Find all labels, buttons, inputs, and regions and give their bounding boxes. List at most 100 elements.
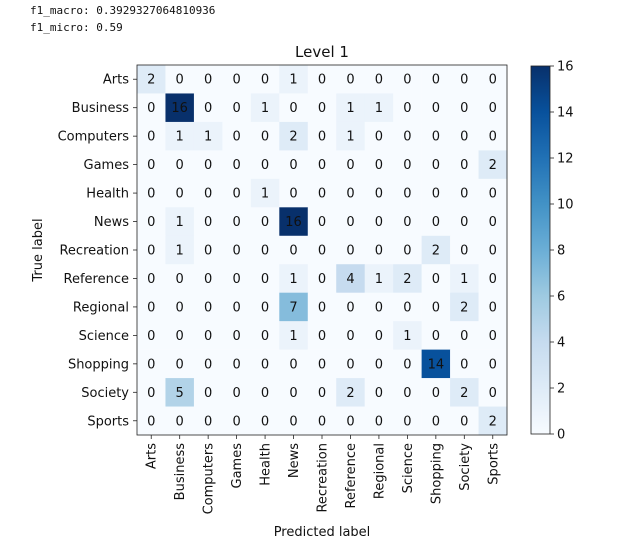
heatmap-cell — [193, 235, 223, 265]
cell-value-label: 1 — [289, 73, 297, 88]
cell-value-label: 0 — [375, 244, 383, 259]
heatmap-cell — [421, 207, 451, 237]
cell-value-label: 0 — [147, 130, 155, 145]
cell-value-label: 0 — [460, 414, 468, 429]
heatmap-cell — [478, 121, 508, 151]
cell-value-label: 0 — [204, 73, 212, 88]
cell-value-label: 0 — [403, 73, 411, 88]
cell-value-label: 1 — [176, 215, 184, 230]
heatmap-cell — [307, 292, 337, 322]
cell-value-label: 0 — [489, 215, 497, 230]
heatmap-cell — [279, 264, 309, 293]
cell-value-label: 0 — [261, 414, 269, 429]
heatmap-cell — [165, 150, 195, 180]
cell-value-label: 0 — [460, 130, 468, 145]
heatmap-cell — [137, 406, 166, 436]
cell-value-label: 0 — [147, 414, 155, 429]
heatmap-cell — [478, 150, 508, 180]
heatmap-cell — [193, 150, 223, 180]
heatmap-cell — [364, 150, 394, 180]
cell-value-label: 0 — [375, 357, 383, 372]
y-axis: Arts Business Computers Games Health News Recr… — [58, 73, 137, 429]
cell-value-label: 0 — [318, 272, 326, 287]
heatmap-cell — [421, 378, 451, 407]
heatmap-cell — [193, 378, 223, 407]
cell-value-label: 0 — [489, 187, 497, 202]
cell-value-label: 0 — [261, 215, 269, 230]
heatmap-cell — [393, 178, 422, 208]
cell-value-label: 0 — [489, 73, 497, 88]
cell-value-label: 0 — [289, 414, 297, 429]
cell-value-label: 1 — [261, 187, 269, 202]
cell-value-label: 0 — [147, 300, 155, 315]
cell-value-label: 0 — [489, 329, 497, 344]
heatmap-cell — [364, 93, 394, 123]
heatmap-cell — [279, 178, 309, 208]
y-tick-label: Arts — [103, 73, 129, 88]
cell-value-label: 0 — [460, 357, 468, 372]
cell-value-label: 0 — [375, 158, 383, 173]
heatmap-cell — [336, 292, 365, 322]
heatmap-cell — [222, 321, 252, 350]
heatmap-cell — [307, 406, 337, 436]
heatmap-cell — [250, 292, 280, 322]
cell-value-label: 0 — [432, 187, 440, 202]
heatmap-cell — [137, 65, 166, 94]
heatmap-cell — [393, 121, 422, 151]
colorbar-tick-label: 8 — [557, 244, 565, 259]
heatmap-cell — [364, 178, 394, 208]
heatmap-cell — [393, 207, 422, 237]
heatmap-cell — [421, 93, 451, 123]
heatmap-cell — [307, 321, 337, 350]
heatmap-cell — [222, 292, 252, 322]
cell-value-label: 0 — [375, 73, 383, 88]
heatmap-cell — [137, 235, 166, 265]
heatmap-cell — [165, 178, 195, 208]
heatmap-cell — [450, 349, 479, 379]
heatmap-cell — [222, 349, 252, 379]
heatmap-cell — [450, 235, 479, 265]
heatmap-cell — [421, 121, 451, 151]
cell-value-label: 0 — [489, 244, 497, 259]
cell-value-label: 0 — [147, 386, 155, 401]
cell-value-label: 0 — [403, 187, 411, 202]
cell-value-label: 0 — [432, 386, 440, 401]
cell-value-label: 0 — [460, 244, 468, 259]
heatmap-cell — [478, 378, 508, 407]
heatmap-cell — [222, 150, 252, 180]
heatmap-cell — [279, 292, 309, 322]
heatmap-cell — [450, 93, 479, 123]
y-tick-label: Science — [79, 329, 129, 344]
y-tick-label: Computers — [58, 130, 130, 145]
heatmap-cell — [165, 121, 195, 151]
heatmap-cell — [450, 178, 479, 208]
cell-value-label: 0 — [346, 73, 354, 88]
heatmap-cell — [336, 178, 365, 208]
heatmap-cell — [250, 65, 280, 94]
colorbar: 0 2 4 6 8 10 12 14 16 — [530, 60, 574, 443]
cell-value-label: 0 — [176, 73, 184, 88]
heatmap-cell — [193, 406, 223, 436]
cell-value-label: 2 — [460, 300, 468, 315]
cell-value-label: 0 — [232, 101, 240, 116]
x-tick-label: Health — [259, 443, 274, 486]
heatmap-cell — [393, 150, 422, 180]
heatmap-cell — [364, 65, 394, 94]
heatmap-cell — [250, 150, 280, 180]
cell-value-label: 5 — [176, 386, 184, 401]
heatmap-cell — [336, 93, 365, 123]
cell-value-label: 0 — [204, 386, 212, 401]
heatmap-cell — [222, 235, 252, 265]
colorbar-tick-label: 10 — [557, 198, 574, 213]
heatmap-cell — [137, 292, 166, 322]
cell-value-label: 0 — [403, 414, 411, 429]
heatmap-cell — [364, 207, 394, 237]
heatmap-cell — [478, 207, 508, 237]
cell-value-label: 1 — [176, 130, 184, 145]
cell-value-label: 0 — [460, 101, 468, 116]
cell-value-label: 0 — [232, 187, 240, 202]
cell-value-label: 0 — [147, 357, 155, 372]
y-axis-label: True label — [31, 218, 46, 282]
heatmap-cell — [421, 150, 451, 180]
